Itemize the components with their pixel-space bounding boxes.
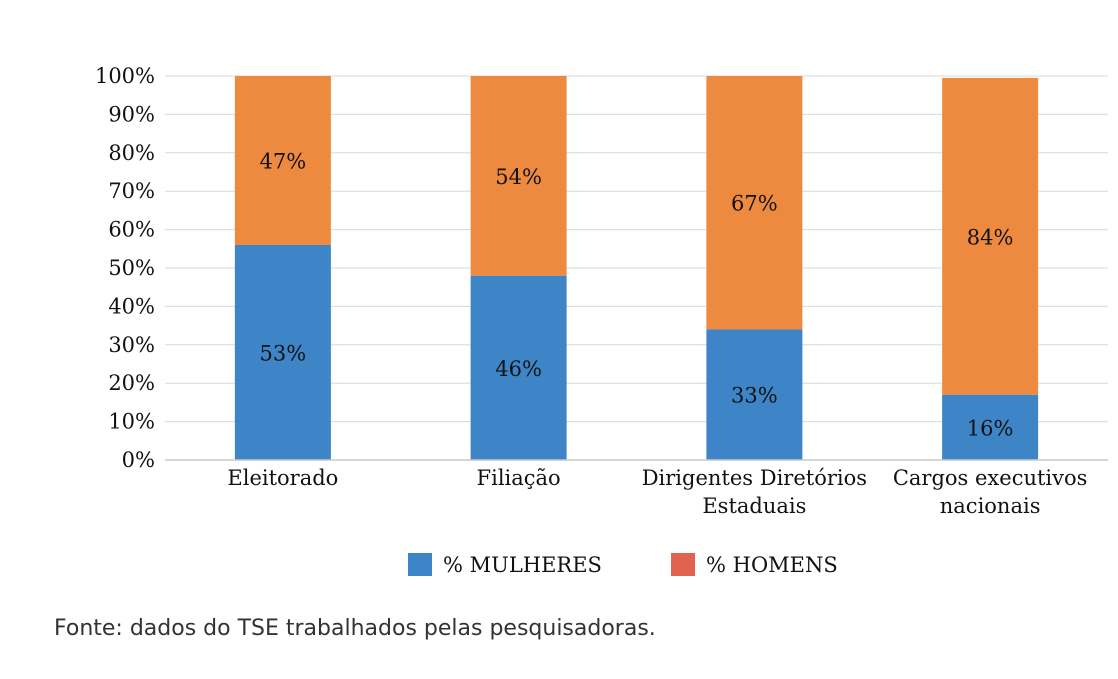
bar-segment [706, 329, 803, 460]
y-tick-label: 80% [108, 141, 155, 165]
bar-segment [470, 275, 567, 460]
data-label: 84% [967, 225, 1014, 249]
x-category-label: Filiação [477, 466, 561, 490]
bar-segment [234, 76, 331, 245]
data-label: 16% [967, 416, 1014, 440]
bar-segment [470, 76, 567, 276]
data-label: 46% [495, 357, 542, 381]
data-label: 33% [731, 384, 778, 408]
y-axis: 0% 10% 20% 30% 40% 50% 60% 70% 80% 90% 100% [95, 64, 155, 472]
y-tick-label: 30% [108, 333, 155, 357]
legend-swatch [671, 553, 695, 576]
bar-segment [234, 244, 331, 460]
y-tick-label: 0% [122, 448, 155, 472]
source-note: Fonte: dados do TSE trabalhados pelas pe… [54, 616, 656, 641]
x-axis: Eleitorado Filiação Dirigentes Diretórios E… [165, 459, 1108, 518]
y-tick-label: 40% [108, 294, 155, 318]
legend-label: % HOMENS [706, 553, 838, 577]
x-category-label: Cargos executivos [893, 466, 1088, 490]
y-tick-label: 90% [108, 102, 155, 126]
bars: 53% 47% 46% 54% 33% 67% 16% 84% [234, 76, 1039, 460]
y-tick-label: 50% [108, 256, 155, 280]
x-category-label: nacionais [940, 494, 1041, 518]
bar-segment [706, 76, 803, 330]
data-label: 53% [260, 341, 307, 365]
stacked-bar-chart: 0% 10% 20% 30% 40% 50% 60% 70% 80% 90% 100% 53% 47%… [95, 64, 1108, 577]
bar-segment [942, 77, 1039, 395]
data-label: 47% [260, 149, 307, 173]
legend: % MULHERES % HOMENS [408, 553, 838, 577]
y-tick-label: 60% [108, 218, 155, 242]
y-tick-label: 70% [108, 179, 155, 203]
y-tick-label: 20% [108, 371, 155, 395]
y-tick-label: 100% [95, 64, 155, 88]
y-tick-label: 10% [108, 410, 155, 434]
legend-swatch [408, 553, 432, 576]
legend-label: % MULHERES [443, 553, 602, 577]
x-category-label: Dirigentes Diretórios [642, 466, 867, 490]
data-label: 67% [731, 192, 778, 216]
x-category-label: Estaduais [702, 494, 806, 518]
x-category-label: Eleitorado [227, 466, 338, 490]
data-label: 54% [495, 165, 542, 189]
bar-segment [942, 394, 1039, 460]
